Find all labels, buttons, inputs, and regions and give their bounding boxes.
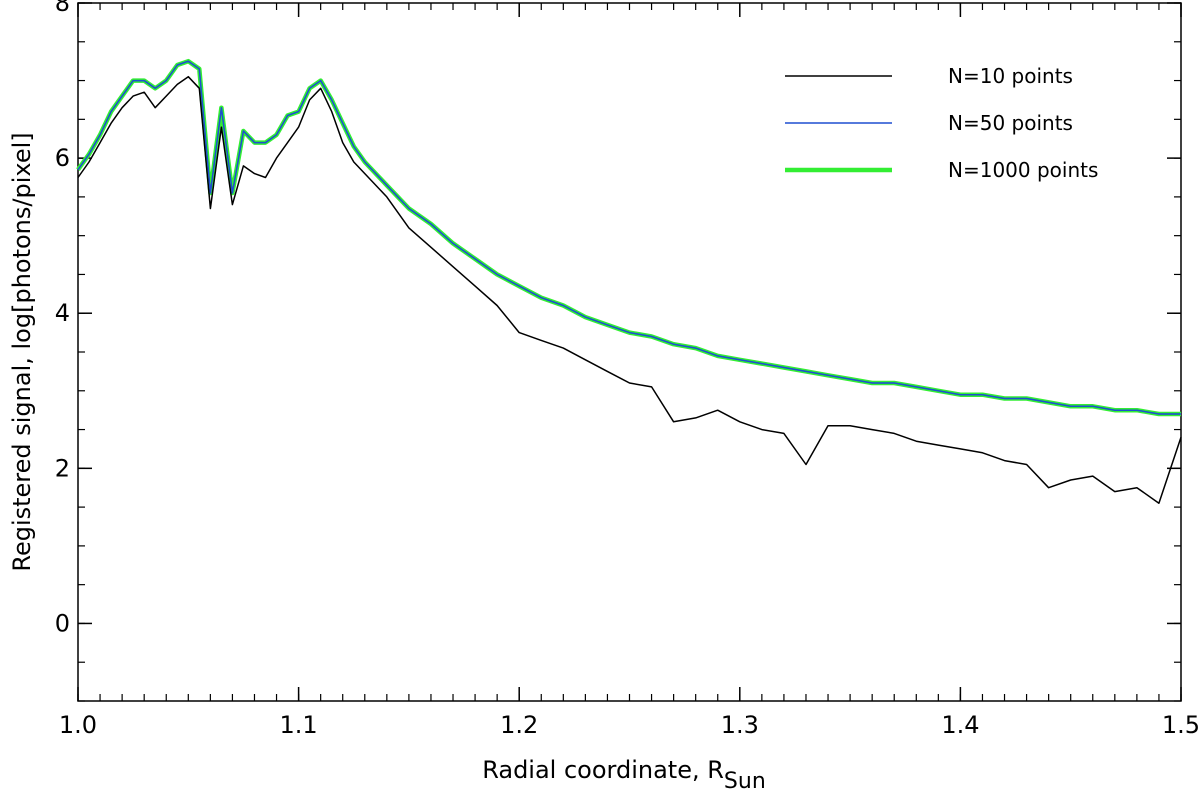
- series-line-overlay: [77, 60, 1181, 415]
- x-tick-label: 1.0: [59, 711, 97, 739]
- y-axis-title: Registered signal, log[photons/pixel]: [8, 132, 36, 571]
- plot-frame: [77, 2, 1182, 702]
- x-axis-title-subscript: Sun: [724, 769, 766, 794]
- series-lines: [76, 58, 1182, 504]
- x-tick-label: 1.5: [1162, 711, 1200, 739]
- legend: N=10 points N=50 points N=1000 points: [785, 64, 1098, 182]
- axis-ticks: 1.0 1.1 1.2 1.3 1.4 1.5 0 2 4 6 8: [55, 0, 1200, 739]
- x-axis-title-main: Radial coordinate, R: [482, 756, 724, 784]
- y-tick-label: 8: [55, 0, 70, 17]
- x-tick-label: 1.1: [280, 711, 318, 739]
- legend-label: N=10 points: [948, 64, 1073, 88]
- x-tick-label: 1.3: [721, 711, 759, 739]
- series-line: [77, 75, 1182, 504]
- y-tick-label: 6: [55, 144, 70, 172]
- y-tick-label: 4: [55, 299, 70, 327]
- legend-label: N=1000 points: [948, 158, 1098, 182]
- y-tick-label: 2: [55, 454, 70, 482]
- y-tick-label: 0: [55, 609, 70, 637]
- legend-label: N=50 points: [948, 111, 1073, 135]
- x-tick-label: 1.2: [500, 711, 538, 739]
- x-axis-title: Radial coordinate, RSun: [482, 756, 766, 794]
- x-tick-label: 1.4: [941, 711, 979, 739]
